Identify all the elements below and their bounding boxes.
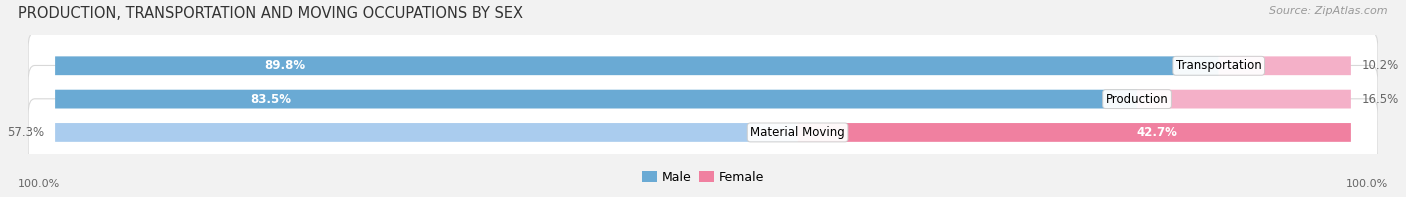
FancyBboxPatch shape (1219, 56, 1351, 75)
FancyBboxPatch shape (28, 65, 1378, 133)
FancyBboxPatch shape (28, 99, 1378, 166)
Text: Transportation: Transportation (1175, 59, 1261, 72)
Text: 42.7%: 42.7% (1137, 126, 1178, 139)
FancyBboxPatch shape (55, 123, 797, 142)
FancyBboxPatch shape (1137, 90, 1351, 109)
Text: Source: ZipAtlas.com: Source: ZipAtlas.com (1270, 6, 1388, 16)
Text: 10.2%: 10.2% (1361, 59, 1399, 72)
Text: 16.5%: 16.5% (1361, 93, 1399, 106)
FancyBboxPatch shape (55, 56, 1219, 75)
FancyBboxPatch shape (797, 123, 1351, 142)
Text: 100.0%: 100.0% (1346, 179, 1388, 189)
Text: 57.3%: 57.3% (7, 126, 45, 139)
FancyBboxPatch shape (55, 90, 1137, 109)
Text: 100.0%: 100.0% (18, 179, 60, 189)
Text: 89.8%: 89.8% (264, 59, 305, 72)
Legend: Male, Female: Male, Female (637, 166, 769, 189)
FancyBboxPatch shape (28, 32, 1378, 99)
Text: Material Moving: Material Moving (751, 126, 845, 139)
Text: PRODUCTION, TRANSPORTATION AND MOVING OCCUPATIONS BY SEX: PRODUCTION, TRANSPORTATION AND MOVING OC… (18, 6, 523, 21)
Text: Production: Production (1105, 93, 1168, 106)
Text: 83.5%: 83.5% (250, 93, 291, 106)
